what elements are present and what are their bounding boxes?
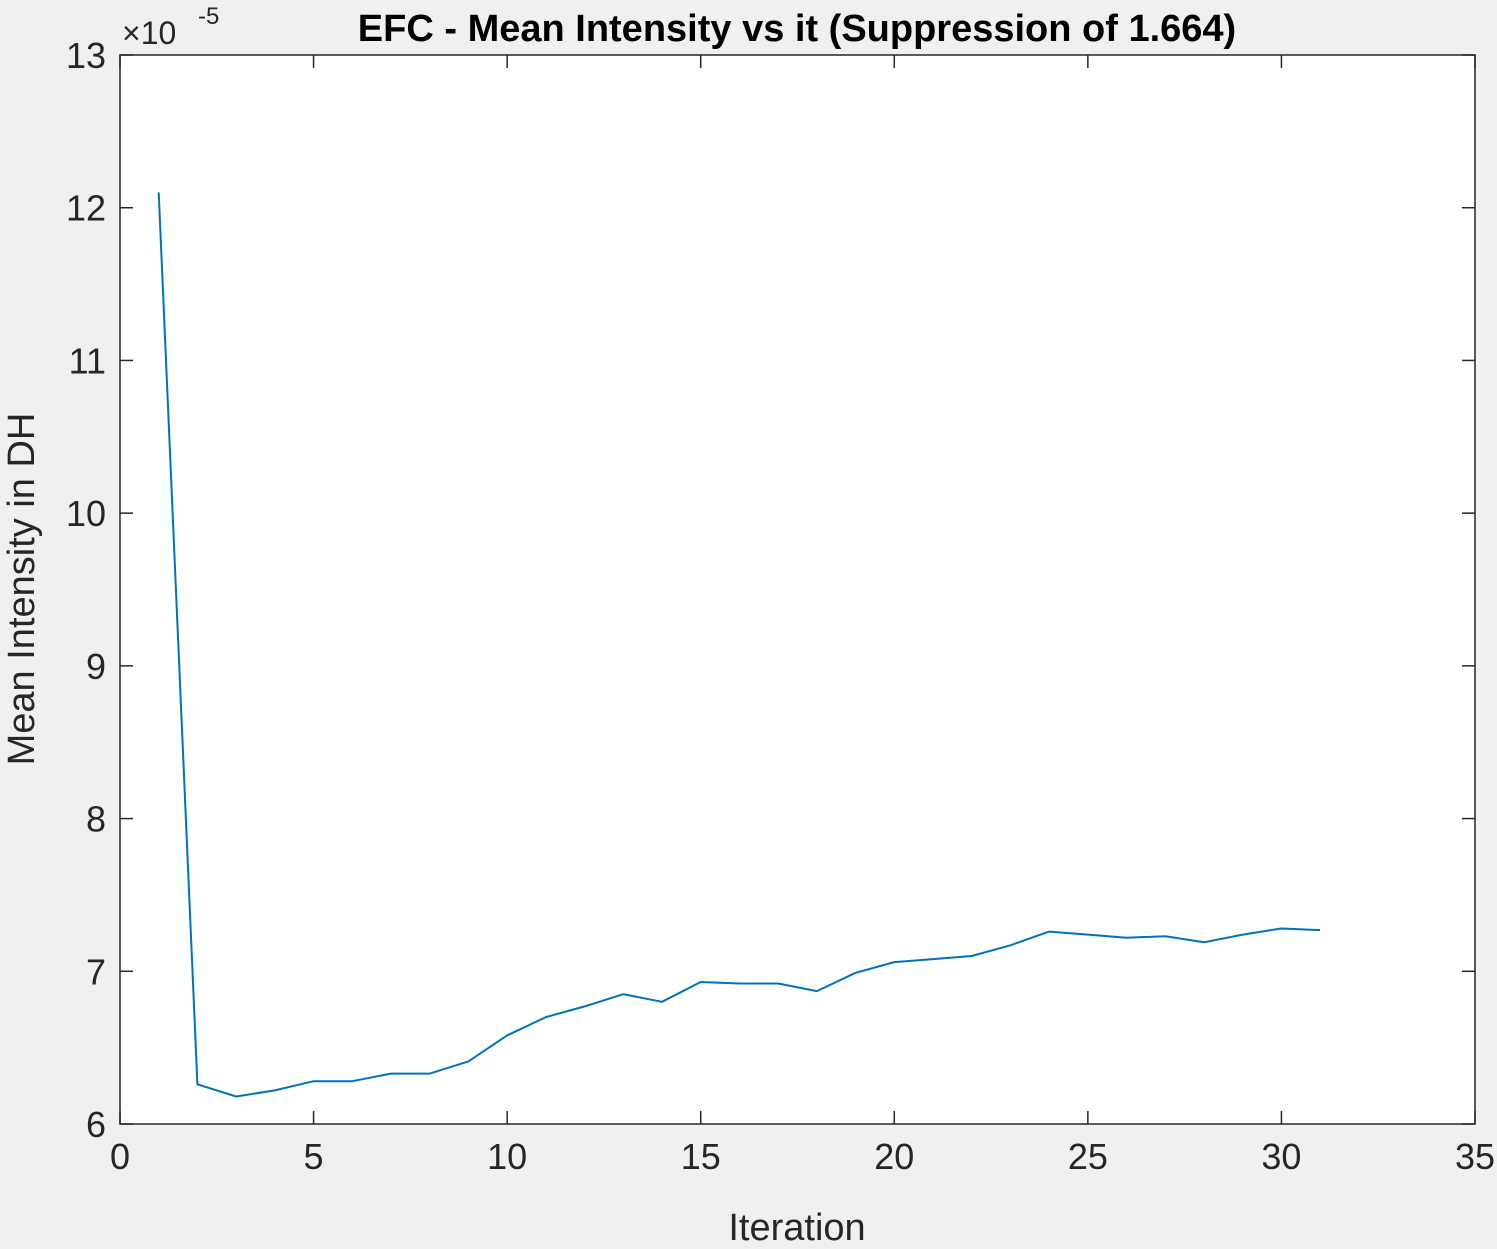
x-tick-label: 30 [1261, 1136, 1301, 1177]
y-axis-label: Mean Intensity in DH [1, 413, 43, 766]
x-tick-label: 25 [1068, 1136, 1108, 1177]
tick-labels: 0 5 10 15 20 25 30 35 6 7 8 9 10 11 12 13 [66, 35, 1495, 1177]
x-tick-label: 10 [487, 1136, 527, 1177]
x-tick-label: 35 [1455, 1136, 1495, 1177]
y-tick-label: 9 [86, 646, 106, 687]
x-tick-label: 5 [304, 1136, 324, 1177]
y-tick-label: 12 [66, 188, 106, 229]
y-tick-label: 7 [86, 951, 106, 992]
chart-title: EFC - Mean Intensity vs it (Suppression … [358, 8, 1236, 50]
y-tick-label: 8 [86, 799, 106, 840]
y-tick-label: 11 [69, 340, 106, 381]
x-tick-label: 0 [110, 1136, 130, 1177]
y-exponent-power: -5 [198, 3, 219, 30]
y-exponent-multiplier: ×10 [122, 15, 176, 51]
series-layer [157, 192, 1321, 1098]
series-line [157, 192, 1321, 1098]
plot-area [120, 55, 1475, 1124]
plot-box [119, 54, 1476, 1125]
y-tick-label: 6 [86, 1104, 106, 1145]
x-tick-label: 20 [874, 1136, 914, 1177]
y-tick-label: 10 [66, 493, 106, 534]
x-axis-label: Iteration [728, 1207, 865, 1244]
y-tick-label: 13 [66, 35, 106, 76]
x-tick-label: 15 [681, 1136, 721, 1177]
